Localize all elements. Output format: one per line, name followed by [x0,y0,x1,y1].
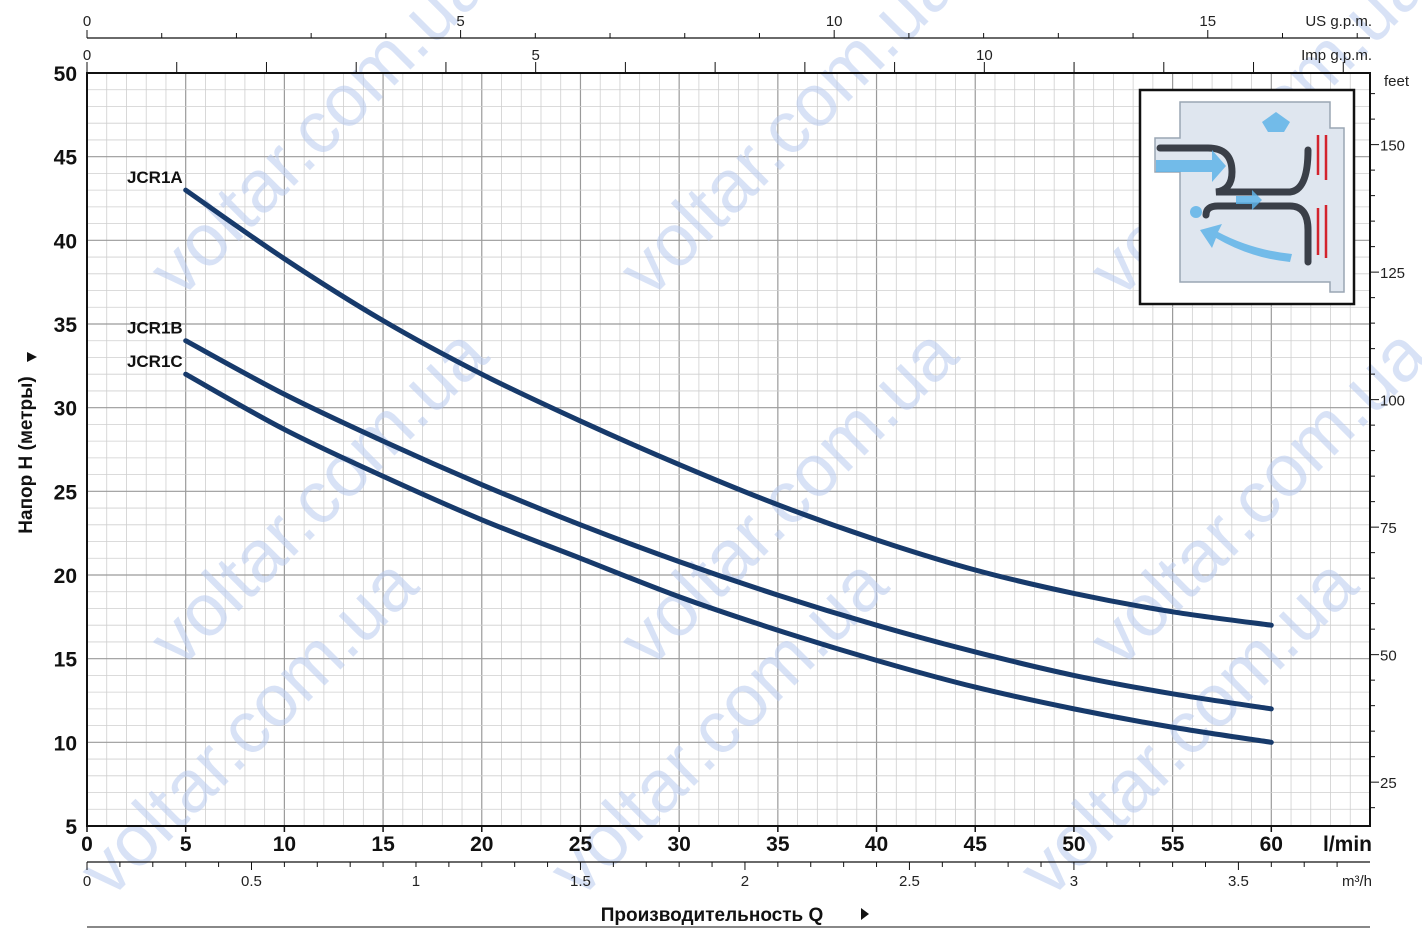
series-line-jcr1b [183,338,1274,712]
watermark-text: voltar.com.ua [133,0,503,311]
x-tick-label: 50 [1062,833,1085,856]
us-gpm-tick-label: 10 [826,13,843,30]
labels: 0 5 10 15 20 25 30 35 40 45 50 55 60 l/min51015202530… [16,13,1410,926]
plot-frame [86,72,1371,827]
x-tick-label: 35 [766,833,790,856]
imp-gpm-tick-label: 10 [976,47,993,64]
feet-tick-label: 50 [1380,648,1397,665]
x-tick-label: 25 [569,833,593,856]
x-tick-label: 15 [371,833,395,856]
m3h-tick-label: 1 [412,873,420,890]
m3h-tick-label: 0 [83,873,91,890]
x-tick-label: 10 [273,833,296,856]
y-axis-arrow-icon [27,352,37,362]
m3h-unit-label: m³/h [1342,873,1372,890]
y-tick-label: 45 [54,147,78,170]
pump-cross-section-icon [1138,88,1356,306]
feet-tick-label: 125 [1380,265,1405,282]
x-tick-label: 40 [865,833,888,856]
imp-gpm-tick-label: 5 [531,47,539,64]
series-lines [183,187,1274,745]
x-tick-label: 20 [470,833,493,856]
us-gpm-tick-label: 5 [456,13,464,30]
y-tick-label: 35 [54,314,78,337]
feet-unit-label: feet [1384,73,1410,90]
x-tick-label: 55 [1161,833,1185,856]
x-unit-label: l/min [1323,833,1372,856]
series-label-jcr1c: JCR1C [127,352,183,371]
m3h-tick-label: 2 [741,873,749,890]
m3h-tick-label: 1.5 [570,873,591,890]
y-tick-label: 15 [54,649,78,672]
y-tick-label: 20 [54,565,77,588]
series-line-jcr1a [183,187,1274,628]
y-tick-label: 30 [54,398,77,421]
series-label-jcr1a: JCR1A [127,168,183,187]
feet-tick-label: 75 [1380,520,1397,537]
series-line-jcr1c [183,371,1274,745]
y-tick-label: 5 [65,816,77,839]
us-gpm-tick-label: 15 [1199,13,1216,30]
x-tick-label: 60 [1260,833,1283,856]
m3h-tick-label: 0.5 [241,873,262,890]
x-tick-label: 5 [180,833,192,856]
m3h-tick-label: 2.5 [899,873,920,890]
x-tick-label: 45 [964,833,988,856]
watermark-text: voltar.com.ua [603,0,973,311]
us-gpm-tick-label: 0 [83,13,91,30]
m3h-tick-label: 3.5 [1228,873,1249,890]
axes [86,30,1379,928]
x-tick-label: 0 [81,833,93,856]
us-gpm-unit-label: US g.p.m. [1305,13,1372,30]
x-axis-title: Производительность Q [601,905,824,926]
x-axis-arrow-icon [861,908,869,920]
feet-tick-label: 100 [1380,393,1405,410]
imp-gpm-unit-label: Imp g.p.m. [1301,47,1372,64]
y-tick-label: 10 [54,732,77,755]
feet-tick-label: 25 [1380,775,1397,792]
y-axis-title: Напор H (метры) [16,376,37,533]
m3h-tick-label: 3 [1070,873,1078,890]
imp-gpm-tick-label: 0 [83,47,91,64]
feet-tick-label: 150 [1380,138,1405,155]
y-tick-label: 25 [54,481,78,504]
y-tick-label: 40 [54,230,77,253]
x-tick-label: 30 [667,833,690,856]
series-label-jcr1b: JCR1B [127,319,183,338]
y-tick-label: 50 [54,63,77,86]
